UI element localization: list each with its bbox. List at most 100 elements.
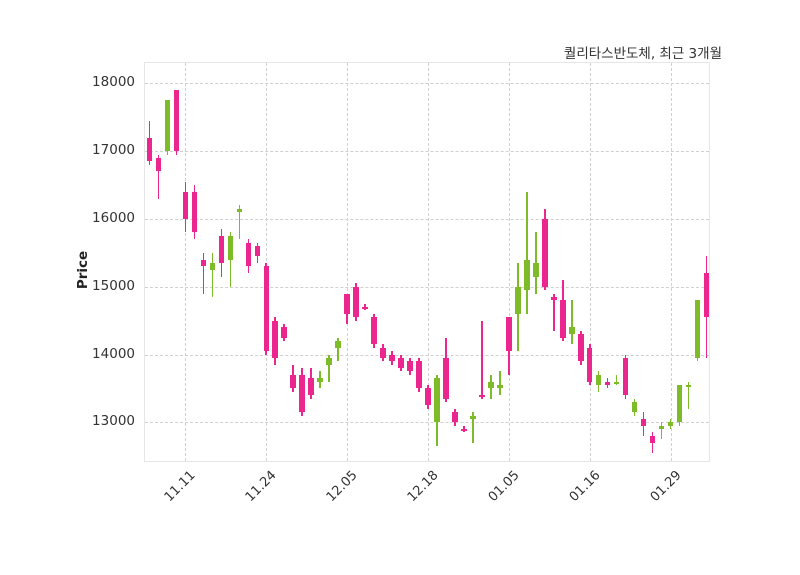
candlestick-body xyxy=(263,266,270,352)
candlestick-body xyxy=(362,307,368,310)
candlestick xyxy=(398,63,404,463)
gridline-vertical xyxy=(185,63,187,461)
candlestick-body xyxy=(290,374,296,389)
candlestick-body xyxy=(506,317,512,352)
gridline-horizontal xyxy=(145,83,709,85)
gridline-vertical xyxy=(589,63,591,461)
candlestick-body xyxy=(667,422,674,426)
candlestick xyxy=(515,63,521,463)
plot-area xyxy=(144,62,710,462)
candlestick xyxy=(308,63,314,463)
candlestick-body xyxy=(497,385,503,389)
candlestick-body xyxy=(470,415,476,419)
candlestick xyxy=(191,63,198,463)
candlestick xyxy=(461,63,467,463)
candlestick-body xyxy=(640,418,647,426)
candlestick xyxy=(685,63,692,463)
candlestick xyxy=(631,63,638,463)
candlestick xyxy=(155,63,162,463)
candlestick xyxy=(344,63,350,463)
chart-title: 퀄리타스반도체, 최근 3개월 xyxy=(563,46,722,62)
candlestick xyxy=(416,63,422,463)
candlestick-body xyxy=(524,259,530,291)
candlestick xyxy=(613,63,620,463)
candlestick xyxy=(245,63,252,463)
candlestick-body xyxy=(434,378,440,423)
candlestick-body xyxy=(344,293,350,314)
candlestick-body xyxy=(631,401,638,413)
candlestick xyxy=(640,63,647,463)
y-axis-tick-label: 18000 xyxy=(92,74,135,91)
candlestick-body xyxy=(155,157,162,172)
candlestick-body xyxy=(281,327,288,338)
candlestick-body xyxy=(604,381,611,386)
candlestick-wick xyxy=(463,425,465,433)
candlestick xyxy=(559,63,566,463)
candlestick-body xyxy=(398,357,404,369)
candlestick-wick xyxy=(337,337,339,362)
candlestick-series xyxy=(145,63,710,463)
candlestick-body xyxy=(227,235,234,260)
candlestick xyxy=(281,63,288,463)
candlestick-body xyxy=(577,334,584,362)
candlestick xyxy=(622,63,629,463)
x-axis-tick-label: 01.16 xyxy=(566,468,604,505)
x-axis-tick-label: 01.05 xyxy=(485,468,523,505)
candlestick xyxy=(452,63,458,463)
candlestick-body xyxy=(676,385,683,423)
y-axis-tick-label: 14000 xyxy=(92,345,135,362)
candlestick-body xyxy=(416,361,422,389)
candlestick-wick xyxy=(570,300,573,345)
x-axis-tick-label: 11.11 xyxy=(162,468,200,505)
gridline-horizontal xyxy=(145,422,709,424)
candlestick-wick xyxy=(526,191,528,314)
candlestick-body xyxy=(622,357,629,396)
gridline-vertical xyxy=(428,63,429,461)
candlestick xyxy=(371,63,377,463)
x-axis-tick-label: 12.05 xyxy=(323,468,361,505)
candlestick-body xyxy=(488,381,494,389)
candlestick xyxy=(353,63,359,463)
candlestick-body xyxy=(613,381,620,384)
candlestick-body xyxy=(236,208,243,213)
candlestick xyxy=(407,63,413,463)
gridline-vertical xyxy=(670,63,672,461)
candlestick-body xyxy=(173,90,180,152)
gridline-vertical xyxy=(266,63,268,461)
x-axis-tick-label: 12.18 xyxy=(404,468,442,505)
gridline-horizontal xyxy=(145,354,709,356)
candlestick-body xyxy=(164,100,171,152)
gridline-vertical xyxy=(508,63,510,461)
candlestick-wick xyxy=(535,232,537,294)
gridline-horizontal xyxy=(145,286,709,288)
candlestick xyxy=(550,63,557,463)
grid-layer xyxy=(145,63,709,461)
y-axis-tick-label: 16000 xyxy=(92,209,135,226)
candlestick xyxy=(604,63,611,463)
candlestick-body xyxy=(694,300,701,358)
candlestick xyxy=(236,63,243,463)
candlestick-body xyxy=(703,273,710,318)
candlestick xyxy=(272,63,279,463)
candlestick xyxy=(667,63,674,463)
candlestick xyxy=(658,63,665,463)
candlestick-wick xyxy=(211,252,214,297)
candlestick-wick xyxy=(499,371,501,396)
candlestick xyxy=(425,63,431,463)
candlestick-body xyxy=(245,242,252,267)
x-axis-tick-label: 11.24 xyxy=(242,468,280,505)
candlestick-body xyxy=(586,347,593,382)
gridline-vertical xyxy=(347,63,349,461)
candlestick-body xyxy=(308,378,314,396)
y-axis-tick-label: 17000 xyxy=(92,142,135,159)
candlestick xyxy=(479,63,485,463)
candlestick xyxy=(227,63,234,463)
candlestick xyxy=(389,63,395,463)
candlestick xyxy=(362,63,368,463)
gridline-horizontal xyxy=(145,151,709,153)
candlestick-body xyxy=(299,374,305,413)
candlestick-body xyxy=(533,263,539,277)
candlestick xyxy=(200,63,207,463)
candlestick-body xyxy=(218,235,225,263)
candlestick-wick xyxy=(472,412,474,443)
